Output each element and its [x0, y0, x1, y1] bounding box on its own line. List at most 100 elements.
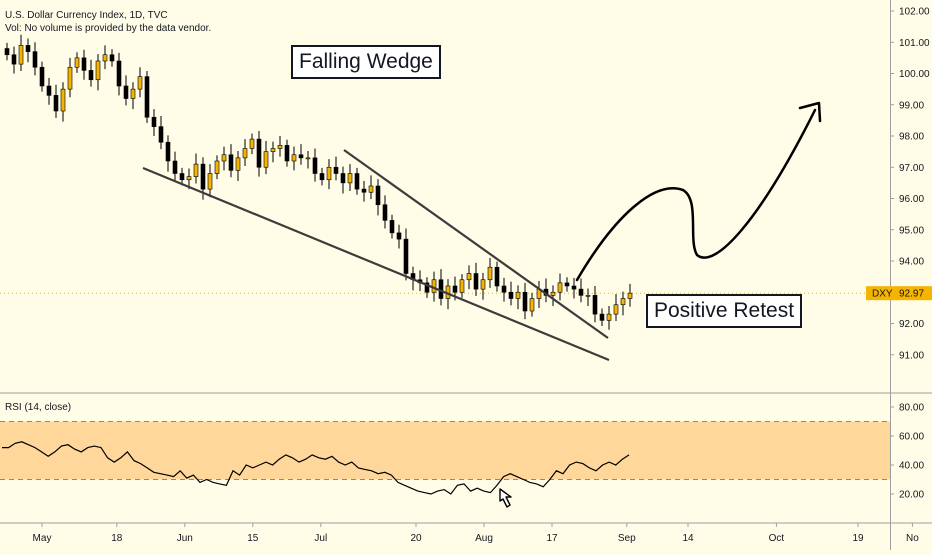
candle-down: [424, 282, 430, 293]
candle-up: [235, 157, 241, 171]
rsi-band: [0, 421, 890, 480]
candle-down: [389, 220, 395, 234]
candle-down: [382, 204, 388, 221]
time-tick-label: Jun: [177, 533, 193, 544]
candle-up: [326, 166, 332, 181]
candle-up: [60, 88, 66, 112]
price-tag-value: 92.97: [899, 289, 924, 300]
candle-down: [522, 291, 528, 312]
rsi-tick-label: 40.00: [899, 461, 924, 472]
candle-down: [452, 285, 458, 293]
time-tick-label: May: [33, 533, 52, 544]
price-tick-label: 102.00: [899, 7, 930, 18]
candle-down: [32, 51, 38, 68]
time-tick-label: 15: [247, 533, 259, 544]
candle-up: [585, 295, 591, 297]
candle-down: [144, 76, 150, 118]
candle-down: [88, 70, 94, 81]
candle-up: [515, 291, 521, 299]
rsi-indicator-label: RSI (14, close): [5, 402, 71, 413]
price-tag-box: [866, 286, 932, 301]
projection-arrowhead: [798, 101, 822, 123]
candle-down: [508, 291, 514, 299]
hand-pointer-shape: [499, 488, 512, 508]
wedge-upper-trendline: [343, 149, 609, 339]
candle-down: [151, 116, 157, 127]
candle-up: [74, 57, 80, 68]
candle-down: [81, 57, 87, 71]
time-tick-label: 14: [682, 533, 694, 544]
candle-up: [291, 154, 297, 162]
candle-down: [256, 138, 262, 168]
candle-up: [214, 160, 220, 174]
time-tick-label: Jul: [314, 533, 327, 544]
price-tick-label: 101.00: [899, 38, 930, 49]
candle-down: [564, 282, 570, 287]
candle-down: [46, 85, 52, 96]
candle-down: [228, 154, 234, 171]
candle-up: [137, 76, 143, 90]
projection-arrow-path: [575, 108, 817, 282]
candle-up: [67, 66, 73, 90]
hand-pointer-icon: [499, 488, 512, 508]
candle-down: [39, 66, 45, 87]
candle-down: [361, 188, 367, 193]
wedge-lower-trendline: [142, 166, 610, 362]
candle-up: [529, 298, 535, 312]
price-tick-label: 91.00: [899, 350, 924, 361]
candle-down: [319, 173, 325, 181]
candle-down: [284, 145, 290, 162]
price-tick-label: 97.00: [899, 163, 924, 174]
candle-down: [11, 54, 17, 65]
time-tick-label: No: [906, 533, 919, 544]
time-tick-label: 20: [410, 533, 422, 544]
candle-up: [277, 145, 283, 149]
candle-down: [578, 288, 584, 296]
price-tick-label: 100.00: [899, 69, 930, 80]
candle-up: [466, 273, 472, 281]
candle-down: [494, 266, 500, 287]
candle-up: [557, 282, 563, 293]
candle-down: [158, 126, 164, 143]
candle-down: [473, 273, 479, 290]
candle-down: [403, 238, 409, 274]
price-tick-label: 95.00: [899, 225, 924, 236]
candle-down: [298, 154, 304, 159]
candle-down: [375, 185, 381, 206]
candle-down: [396, 232, 402, 240]
candle-down: [53, 95, 59, 112]
positive-retest-label: Positive Retest: [646, 294, 803, 328]
candle-down: [200, 163, 206, 190]
candle-down: [179, 173, 185, 181]
time-tick-label: Oct: [769, 533, 785, 544]
candle-up: [347, 173, 353, 184]
price-tick-label: 94.00: [899, 257, 924, 268]
rsi-line: [2, 441, 630, 495]
candle-down: [165, 141, 171, 162]
candle-up: [305, 157, 311, 160]
candle-up: [263, 151, 269, 168]
candle-down: [123, 85, 129, 99]
rsi-tick-label: 20.00: [899, 490, 924, 501]
price-tick-label: 96.00: [899, 194, 924, 205]
candle-up: [613, 304, 619, 315]
time-tick-label: 19: [852, 533, 864, 544]
candle-down: [25, 45, 31, 52]
symbol-legend: U.S. Dollar Currency Index, 1D, TVC: [5, 10, 168, 21]
candle-up: [550, 291, 556, 296]
time-tick-label: Sep: [618, 533, 636, 544]
candle-down: [571, 285, 577, 290]
time-tick-label: 18: [111, 533, 123, 544]
candle-up: [270, 148, 276, 152]
candle-up: [249, 138, 255, 149]
candle-down: [4, 48, 10, 56]
candle-up: [459, 279, 465, 293]
candle-down: [333, 166, 339, 174]
candle-down: [501, 285, 507, 293]
candle-down: [592, 295, 598, 315]
candle-up: [102, 54, 108, 62]
price-tick-label: 99.00: [899, 100, 924, 111]
falling-wedge-label: Falling Wedge: [291, 45, 441, 79]
candle-up: [130, 88, 136, 99]
